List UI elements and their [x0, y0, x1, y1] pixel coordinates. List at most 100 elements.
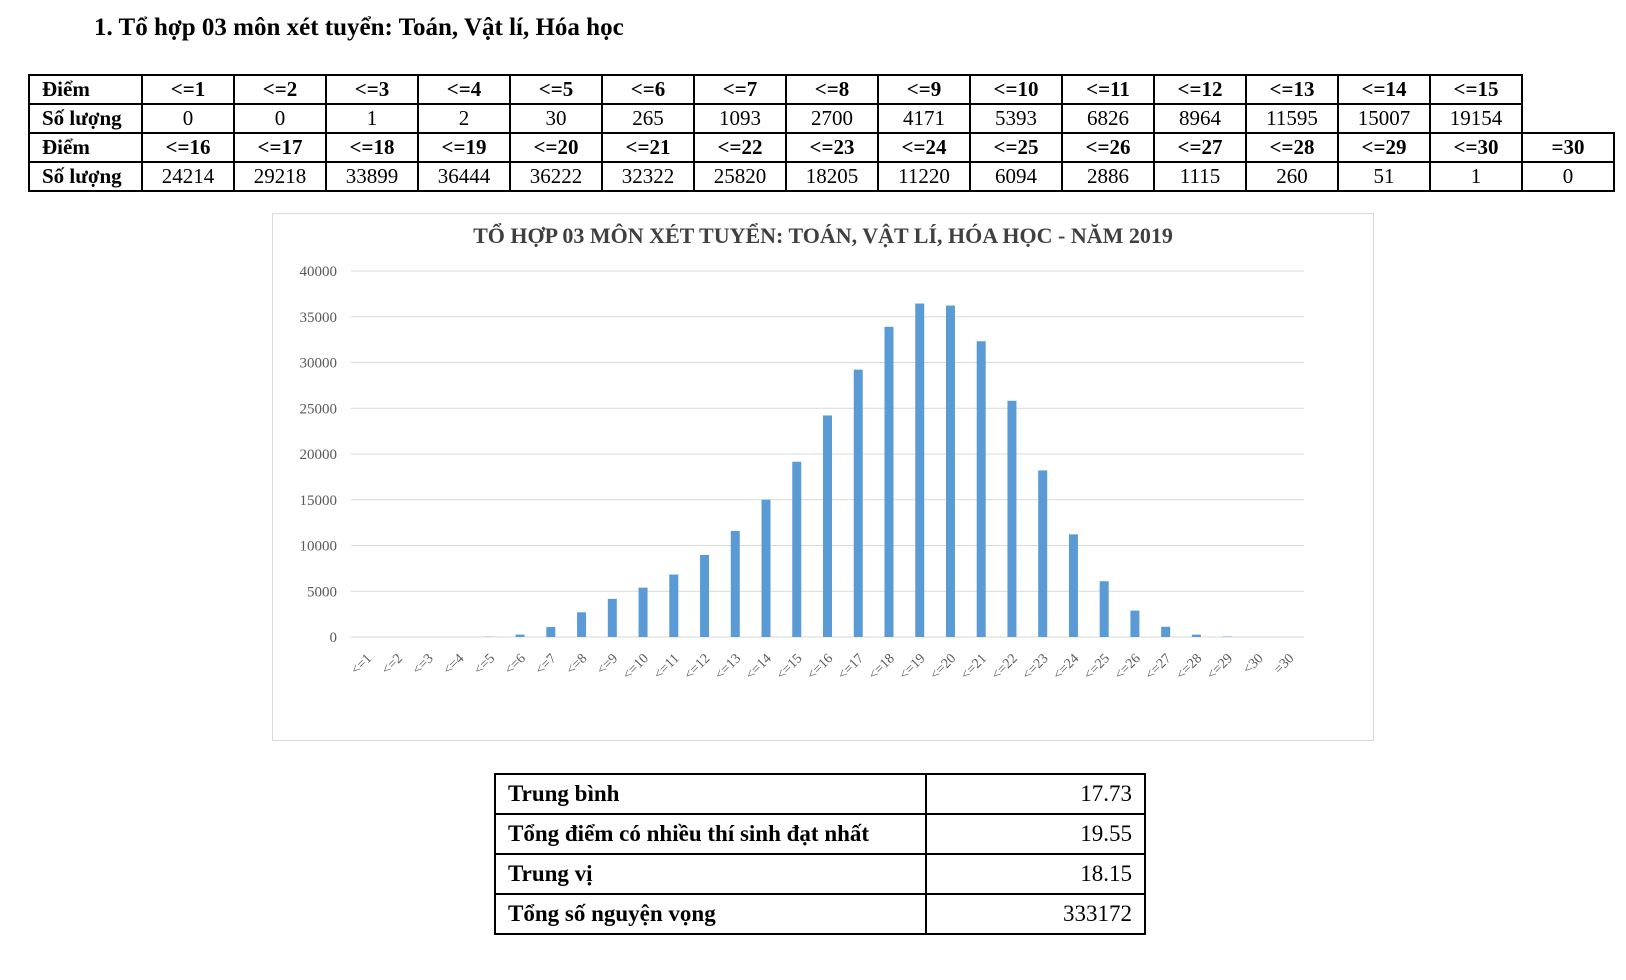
x-tick-label: <=29 — [1204, 651, 1236, 683]
score-cell: <=28 — [1245, 132, 1339, 163]
x-tick-label: <=21 — [958, 651, 990, 683]
x-tick-label: <=11 — [651, 651, 682, 682]
x-tick-label: <=22 — [989, 651, 1021, 683]
count-cell: 6094 — [969, 161, 1063, 192]
count-cell: 1115 — [1153, 161, 1247, 192]
count-cell: 2 — [417, 103, 511, 134]
x-tick-label: <=9 — [594, 651, 621, 678]
score-cell: <=26 — [1061, 132, 1155, 163]
count-cell: 19154 — [1429, 103, 1523, 134]
count-cell: 2886 — [1061, 161, 1155, 192]
stats-row: Tổng số nguyện vọng 333172 — [494, 893, 1146, 935]
y-tick-label: 35000 — [300, 310, 338, 326]
row-label-score: Điểm — [28, 74, 143, 105]
empty-cell — [1522, 104, 1614, 133]
count-cell: 2700 — [785, 103, 879, 134]
bar — [607, 598, 617, 637]
count-row-1: Số lượng 0 0 1 2 30 265 1093 2700 4171 5393 6826 896… — [28, 103, 1614, 134]
x-tick-label: <=28 — [1174, 651, 1206, 683]
chart-title: TỔ HỢP 03 MÔN XÉT TUYỂN: TOÁN, VẬT LÍ, H… — [473, 223, 1173, 248]
x-tick-label: <=24 — [1051, 651, 1083, 683]
stats-label: Trung vị — [494, 853, 927, 895]
score-cell: <=25 — [969, 132, 1063, 163]
row-label-score: Điểm — [28, 132, 143, 163]
score-cell: <=19 — [417, 132, 511, 163]
score-cell: <=21 — [601, 132, 695, 163]
y-tick-label: 30000 — [300, 356, 338, 372]
count-cell: 51 — [1337, 161, 1431, 192]
stats-value: 17.73 — [925, 773, 1146, 815]
score-cell: <=29 — [1337, 132, 1431, 163]
x-tick-label: <=2 — [379, 651, 406, 678]
y-tick-label: 15000 — [300, 493, 338, 509]
score-cell: <=11 — [1061, 74, 1155, 105]
bar — [1099, 581, 1109, 637]
count-cell: 5393 — [969, 103, 1063, 134]
score-cell: <=16 — [141, 132, 235, 163]
bar — [669, 574, 679, 637]
count-cell: 32322 — [601, 161, 695, 192]
x-tick-label: <=23 — [1020, 651, 1052, 683]
count-cell: 1 — [1429, 161, 1523, 192]
bar — [1007, 400, 1017, 637]
score-cell: <=10 — [969, 74, 1063, 105]
score-cell: <=7 — [693, 74, 787, 105]
bar — [884, 326, 894, 637]
count-cell: 18205 — [785, 161, 879, 192]
x-tick-label: <=20 — [928, 651, 960, 683]
score-cell: <=18 — [325, 132, 419, 163]
count-cell: 1093 — [693, 103, 787, 134]
score-cell: =30 — [1521, 132, 1615, 163]
x-tick-label: <=14 — [743, 651, 775, 683]
count-cell: 0 — [233, 103, 327, 134]
score-cell: <=8 — [785, 74, 879, 105]
y-tick-label: 0 — [330, 630, 338, 646]
bar — [823, 415, 832, 637]
x-tick-label: <=18 — [866, 651, 898, 683]
count-cell: 24214 — [141, 161, 235, 192]
x-tick-label: <=3 — [410, 651, 437, 678]
bar — [853, 369, 863, 637]
score-cell: <=9 — [877, 74, 971, 105]
score-cell: <=30 — [1429, 132, 1523, 163]
score-cell: <=24 — [877, 132, 971, 163]
x-tick-label: <=12 — [682, 651, 714, 683]
count-cell: 33899 — [325, 161, 419, 192]
score-cell: <=14 — [1337, 74, 1431, 105]
x-tick-label: <=10 — [620, 651, 652, 683]
x-tick-label: <=16 — [805, 651, 837, 683]
score-cell: <=1 — [141, 74, 235, 105]
score-cell: <=20 — [509, 132, 603, 163]
bar — [546, 626, 556, 637]
score-distribution-table: Điểm <=1 <=2 <=3 <=4 <=5 <=6 <=7 <=8 <=9 <=10 <=11 <… — [28, 74, 1615, 192]
score-cell: <=4 — [417, 74, 511, 105]
bar — [915, 303, 925, 637]
chart-container: TỔ HỢP 03 MÔN XÉT TUYỂN: TOÁN, VẬT LÍ, H… — [272, 213, 1374, 741]
score-cell: <=15 — [1429, 74, 1523, 105]
stats-value: 19.55 — [925, 813, 1146, 855]
stats-row: Tổng điểm có nhiều thí sinh đạt nhất 19.5… — [494, 813, 1146, 855]
x-tick-label: <=8 — [564, 651, 591, 678]
bar — [1130, 610, 1140, 637]
score-row-1: Điểm <=1 <=2 <=3 <=4 <=5 <=6 <=7 <=8 <=9 <=10 <=11 <… — [28, 74, 1614, 105]
count-cell: 11220 — [877, 161, 971, 192]
bar — [638, 587, 648, 637]
page-heading: 1. Tổ hợp 03 môn xét tuyển: Toán, Vật lí… — [94, 14, 624, 41]
count-cell: 6826 — [1061, 103, 1155, 134]
bar — [730, 530, 740, 637]
stats-row: Trung bình 17.73 — [494, 773, 1146, 815]
y-tick-label: 5000 — [307, 584, 337, 600]
bar — [945, 305, 955, 637]
count-cell: 29218 — [233, 161, 327, 192]
score-cell: <=23 — [785, 132, 879, 163]
y-tick-label: 40000 — [300, 264, 338, 280]
x-tick-label: <=17 — [835, 651, 867, 683]
y-tick-label: 20000 — [300, 447, 338, 463]
bar — [761, 499, 771, 637]
x-tick-label: <=7 — [533, 651, 560, 678]
y-tick-label: 10000 — [300, 539, 338, 555]
bar — [976, 341, 986, 637]
count-cell: 4171 — [877, 103, 971, 134]
x-tick-label: <=25 — [1081, 651, 1113, 683]
bar-chart: TỔ HỢP 03 MÔN XÉT TUYỂN: TOÁN, VẬT LÍ, H… — [300, 223, 1304, 683]
